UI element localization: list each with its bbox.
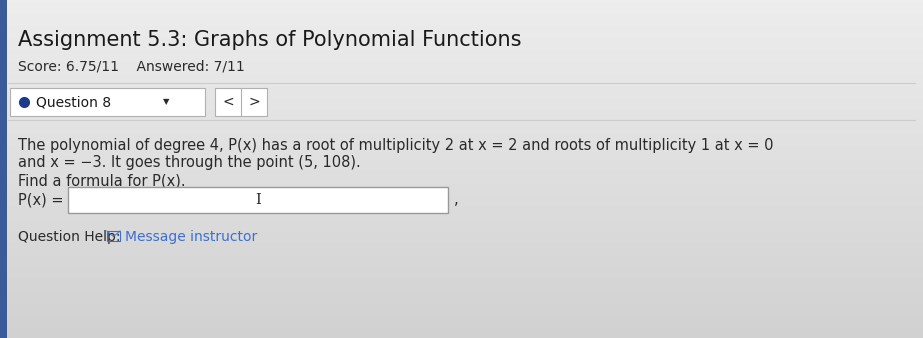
Text: The polynomial of degree 4, P(x) has a root of multiplicity 2 at x = 2 and roots: The polynomial of degree 4, P(x) has a r… xyxy=(18,138,773,153)
FancyBboxPatch shape xyxy=(10,88,205,116)
Text: <: < xyxy=(222,95,234,109)
FancyBboxPatch shape xyxy=(215,88,267,116)
Text: Question 8: Question 8 xyxy=(36,95,111,109)
Text: Question Help:: Question Help: xyxy=(18,230,121,244)
Text: Find a formula for P(x).: Find a formula for P(x). xyxy=(18,173,186,188)
Text: Message instructor: Message instructor xyxy=(125,230,258,244)
Text: Score: 6.75/11    Answered: 7/11: Score: 6.75/11 Answered: 7/11 xyxy=(18,60,245,74)
Text: P(x) =: P(x) = xyxy=(18,193,64,208)
Text: ▼: ▼ xyxy=(163,97,170,106)
Bar xyxy=(68,187,448,213)
Bar xyxy=(107,231,120,241)
Text: and x = −3. It goes through the point (5, 108).: and x = −3. It goes through the point (5… xyxy=(18,155,361,170)
Text: I: I xyxy=(255,193,261,207)
Bar xyxy=(0,0,7,338)
Text: ,: , xyxy=(454,193,459,208)
Text: >: > xyxy=(248,95,259,109)
Text: Assignment 5.3: Graphs of Polynomial Functions: Assignment 5.3: Graphs of Polynomial Fun… xyxy=(18,30,521,50)
